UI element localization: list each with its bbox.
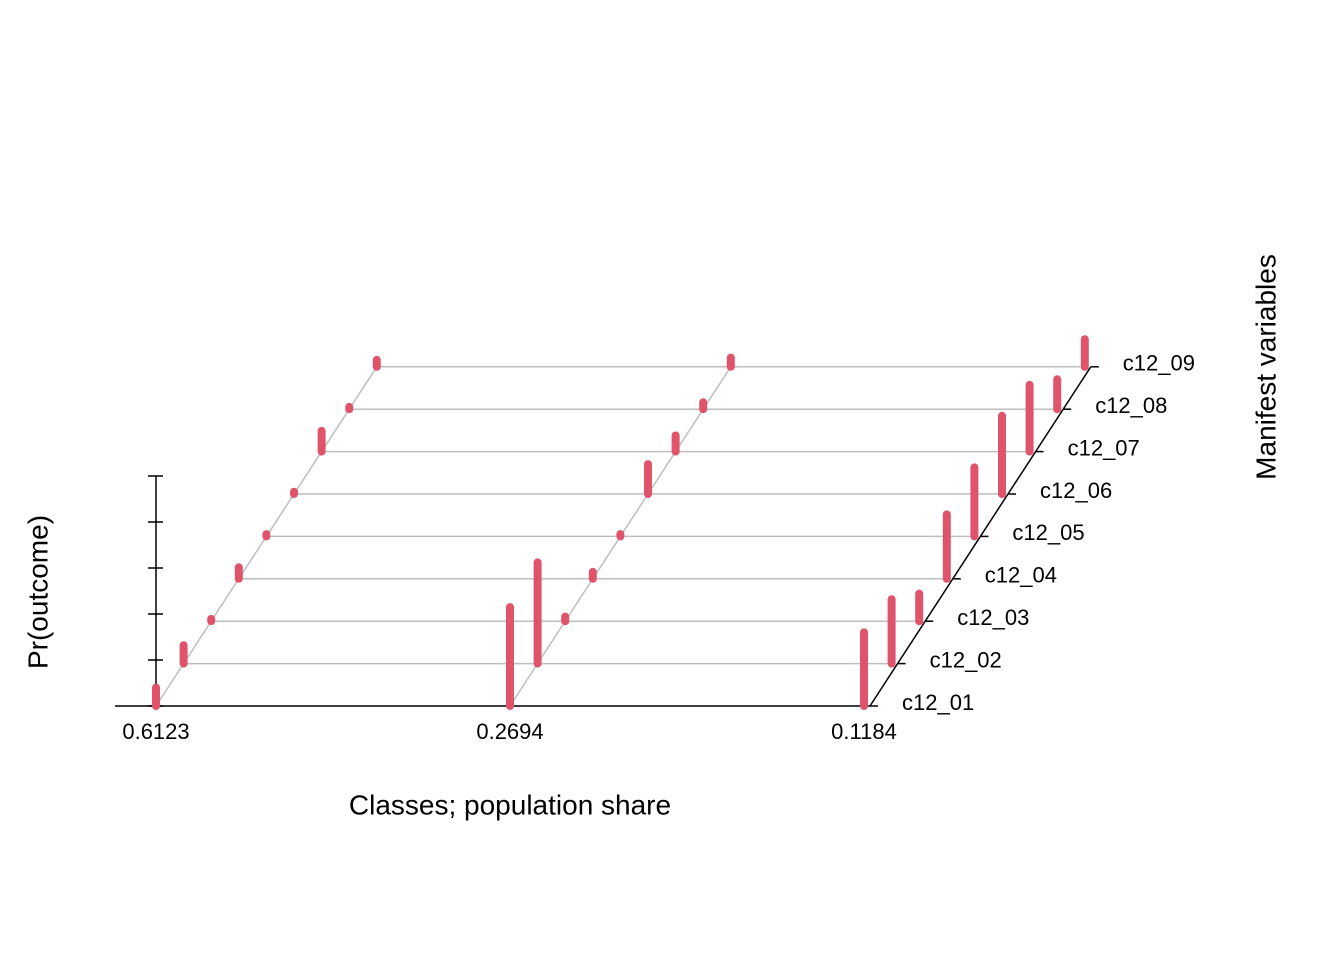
- x-axis-label: Classes; population share: [349, 789, 671, 820]
- y-tick-label: c12_08: [1095, 393, 1167, 418]
- x-tick-label: 0.1184: [831, 719, 897, 744]
- y-tick-label: c12_06: [1040, 478, 1112, 503]
- z-axis-label: Pr(outcome): [22, 515, 53, 669]
- y-tick-label: c12_02: [930, 647, 1002, 672]
- y-tick-label: c12_04: [985, 563, 1057, 588]
- y-tick-label: c12_05: [1012, 520, 1084, 545]
- y-tick-label: c12_01: [902, 690, 974, 715]
- x-tick-label: 0.2694: [476, 719, 543, 744]
- y-axis-label: Manifest variables: [1250, 254, 1281, 480]
- x-tick-label: 0.6123: [122, 719, 189, 744]
- y-tick-label: c12_03: [957, 605, 1029, 630]
- y-tick-label: c12_07: [1068, 435, 1140, 460]
- y-tick-label: c12_09: [1123, 351, 1195, 376]
